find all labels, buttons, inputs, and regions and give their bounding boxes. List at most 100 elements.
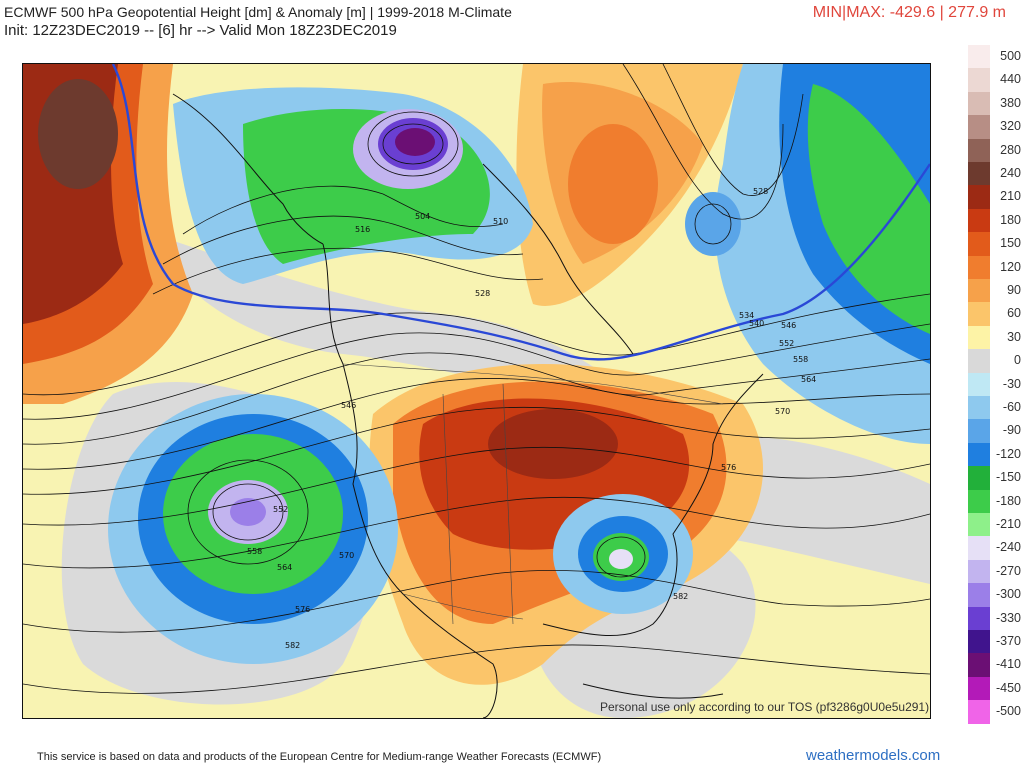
legend-label: -210: [995, 517, 1021, 531]
gulf-low-core: [609, 549, 633, 569]
contour-label: 564: [277, 563, 292, 572]
legend-swatch: [968, 115, 990, 139]
legend-swatch: [968, 676, 990, 701]
legend-label: -120: [995, 446, 1021, 461]
legend-swatch: [968, 396, 990, 420]
contour-label: 504: [415, 212, 430, 221]
map-canvas: 516 504 510 528 528 534 540 546 552 558 …: [23, 64, 930, 718]
legend-swatch: [968, 536, 990, 560]
trough-alaska-core: [395, 128, 435, 156]
chart-title: ECMWF 500 hPa Geopotential Height [dm] &…: [4, 4, 512, 20]
ridge-canada-core: [568, 124, 658, 244]
legend-swatch: [968, 279, 990, 303]
contour-label: 510: [493, 217, 508, 226]
contour-546-highlight: [111, 64, 930, 361]
legend-swatch: [968, 653, 990, 677]
legend-swatch: [968, 559, 990, 584]
legend-label: 60: [1007, 306, 1021, 321]
legend-label: -500: [995, 704, 1021, 719]
legend-label: -90: [1002, 423, 1021, 438]
legend-swatch: [968, 138, 990, 162]
legend-label: 440: [1000, 72, 1021, 87]
trough-atlantic-green: [807, 84, 930, 334]
contour-label: 534: [739, 311, 754, 320]
legend-swatch: [968, 255, 990, 279]
tos-watermark: Personal use only according to our TOS (…: [600, 700, 930, 714]
contour-label: 576: [721, 463, 736, 472]
ecmwf-attribution: This service is based on data and produc…: [37, 751, 602, 763]
contour-label: 540: [749, 319, 764, 328]
legend-label: -300: [995, 587, 1021, 602]
legend-swatch: [968, 513, 990, 537]
legend-swatch: [968, 419, 990, 443]
trough-atlantic-small-low: [685, 192, 741, 256]
legend-label: 380: [1000, 95, 1021, 110]
legend-swatch: [968, 489, 990, 513]
legend-label: 180: [1000, 212, 1021, 227]
contour-label: 516: [355, 225, 370, 234]
legend-label: -60: [1002, 400, 1021, 414]
legend-label: 210: [1000, 189, 1021, 204]
legend-swatch: [968, 466, 990, 490]
site-link[interactable]: weathermodels.com: [806, 747, 941, 764]
legend-swatch: [968, 606, 990, 630]
contour-label: 570: [775, 407, 790, 416]
legend-swatch: [968, 630, 990, 654]
legend-label: 120: [1000, 259, 1021, 274]
legend-swatch: [968, 700, 990, 724]
contour-label: 582: [285, 641, 300, 650]
legend-label: 150: [1000, 236, 1021, 251]
contour-label: 546: [781, 321, 796, 330]
legend-label: -370: [995, 634, 1021, 648]
legend-swatch: [968, 302, 990, 326]
contour-label: 570: [339, 551, 354, 560]
legend-label: 30: [1007, 329, 1021, 344]
contour-label: 528: [475, 289, 490, 298]
legend-swatch: [968, 583, 990, 607]
legend-swatch: [968, 232, 990, 256]
legend-swatch: [968, 349, 990, 373]
anomaly-legend: 500 440 380 320 280 240 210 180 150 120 90 60 30 0 -30…: [968, 45, 1021, 724]
legend-label: 0: [1014, 353, 1021, 368]
contour-label: 528: [753, 187, 768, 196]
legend-label: -150: [995, 470, 1021, 485]
legend-swatch: [968, 325, 990, 350]
ridge-us-max: [488, 409, 618, 479]
legend-swatch: [968, 91, 990, 116]
contour-label: 546: [341, 401, 356, 410]
legend-label: 320: [1000, 119, 1021, 134]
contour-label: 564: [801, 375, 816, 384]
legend-swatch: [968, 442, 990, 467]
legend-label: -240: [995, 540, 1021, 555]
legend-label: -450: [995, 680, 1021, 695]
contour-labels: 516 504 510 528 528 534 540 546 552 558 …: [247, 187, 816, 650]
legend-label: 90: [1007, 283, 1021, 297]
legend-label: -30: [1002, 376, 1021, 391]
anomaly-map[interactable]: 516 504 510 528 528 534 540 546 552 558 …: [22, 63, 931, 719]
legend-label: 240: [1000, 166, 1021, 180]
legend-label: 500: [1000, 49, 1021, 63]
legend-swatch: [968, 68, 990, 92]
contour-label: 552: [779, 339, 794, 348]
contour-label: 552: [273, 505, 288, 514]
legend-label: -270: [995, 563, 1021, 578]
coastlines: [172, 93, 764, 718]
height-contours: [23, 64, 930, 694]
borders: [342, 363, 724, 625]
legend-swatch: [968, 372, 990, 396]
legend-swatch: [968, 185, 990, 209]
contour-label: 576: [295, 605, 310, 614]
legend-swatch: [968, 208, 990, 233]
legend-label: -410: [995, 657, 1021, 672]
legend-swatch: [968, 162, 990, 186]
min-max-readout: MIN|MAX: -429.6 | 277.9 m: [812, 4, 1006, 21]
legend-label: 280: [1000, 142, 1021, 157]
ridge-pacific-max: [38, 79, 118, 189]
contour-label: 582: [673, 592, 688, 601]
cutoff-low-core: [230, 498, 266, 526]
neutral-zone-canada: [153, 234, 623, 390]
legend-label: -180: [995, 493, 1021, 508]
legend-swatch: [968, 45, 990, 69]
contour-label: 558: [793, 355, 808, 364]
contour-label: 558: [247, 547, 262, 556]
